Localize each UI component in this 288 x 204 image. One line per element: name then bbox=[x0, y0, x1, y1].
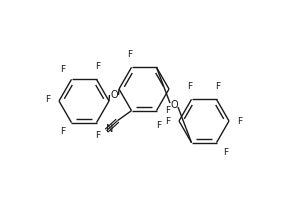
Text: F: F bbox=[156, 121, 161, 130]
Text: F: F bbox=[60, 127, 65, 136]
Text: F: F bbox=[60, 65, 65, 74]
Text: F: F bbox=[223, 148, 228, 157]
Text: F: F bbox=[165, 106, 170, 115]
Text: F: F bbox=[46, 94, 50, 103]
Text: N: N bbox=[106, 124, 113, 134]
Text: F: F bbox=[95, 131, 100, 140]
Text: F: F bbox=[187, 82, 192, 91]
Text: F: F bbox=[238, 116, 242, 125]
Text: O: O bbox=[170, 100, 178, 110]
Text: O: O bbox=[110, 90, 118, 100]
Text: F: F bbox=[95, 62, 100, 71]
Text: F: F bbox=[127, 50, 132, 59]
Text: F: F bbox=[165, 116, 170, 125]
Text: F: F bbox=[215, 82, 220, 91]
